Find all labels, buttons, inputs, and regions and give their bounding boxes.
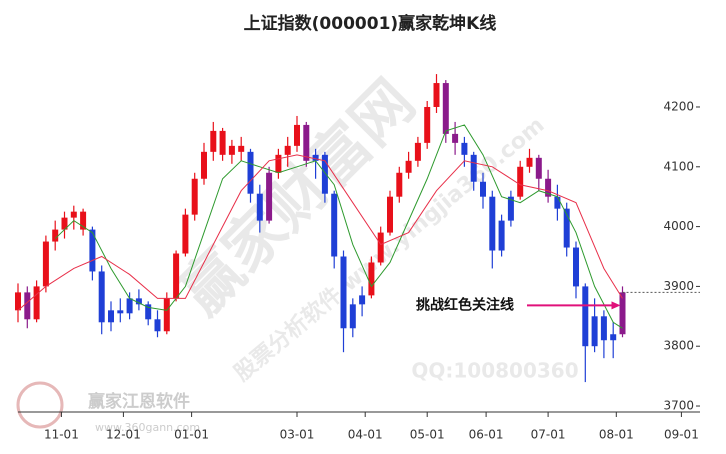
x-tick-label: 09-01 — [664, 428, 699, 442]
candle-body — [331, 193, 338, 257]
x-tick-label: 06-01 — [469, 428, 504, 442]
candle-body — [275, 154, 282, 173]
candle-body — [52, 229, 59, 242]
y-tick-label: 4100 — [663, 159, 694, 173]
candle-body — [554, 196, 561, 209]
candle-body — [126, 298, 133, 314]
candle-body — [117, 310, 124, 314]
x-tick-label: 04-01 — [348, 428, 383, 442]
candle-body — [442, 83, 449, 134]
candle-body — [452, 133, 459, 143]
candle-body — [619, 292, 626, 335]
arrow-head — [611, 301, 621, 310]
candle-body — [368, 262, 375, 296]
watermark: 赢家财富网 股票分析软件 www.yingjia360.com QQ:10080… — [167, 67, 579, 387]
candle-body — [33, 286, 40, 320]
moving-average — [17, 154, 623, 311]
y-tick-label: 3900 — [663, 279, 694, 293]
y-tick-label: 3700 — [663, 399, 694, 413]
candle-body — [303, 124, 310, 161]
candle-body — [24, 292, 31, 320]
candle-body — [461, 142, 468, 155]
candle-body — [563, 208, 570, 248]
candle-body — [154, 319, 161, 332]
x-tick-label: 01-01 — [174, 428, 209, 442]
candle-body — [108, 310, 114, 323]
candle-body — [600, 316, 607, 341]
candle-body — [470, 154, 477, 182]
candle-body — [591, 316, 598, 347]
candle-body — [312, 154, 319, 161]
candle-body — [145, 304, 152, 320]
logo — [16, 381, 64, 429]
x-tick-label: 12-01 — [106, 428, 141, 442]
candle-body — [210, 130, 217, 152]
candle-body — [340, 256, 347, 329]
candle-body — [135, 298, 142, 305]
candle-body — [517, 166, 524, 197]
candle-body — [610, 334, 617, 341]
candle-body — [173, 253, 180, 299]
candle-body — [396, 172, 403, 197]
candle-body — [266, 172, 273, 221]
candle-body — [507, 196, 514, 221]
logo-url: www.360gann.com — [95, 421, 200, 434]
x-tick-label: 05-01 — [410, 428, 445, 442]
candle-body — [359, 295, 366, 305]
candle-body — [182, 214, 189, 254]
candle-body — [163, 298, 170, 332]
x-tick-label: 03-01 — [280, 428, 315, 442]
candle-body — [545, 178, 552, 197]
candle-body — [284, 145, 291, 155]
candle-body — [387, 196, 393, 233]
candle-body — [535, 157, 542, 179]
candle-body — [15, 292, 21, 311]
moving-average — [54, 124, 623, 329]
candle-body — [498, 220, 505, 251]
candle-body — [573, 247, 579, 287]
y-tick-label: 4200 — [663, 99, 694, 113]
y-tick-label: 4000 — [663, 219, 694, 233]
x-tick-label: 11-01 — [44, 428, 79, 442]
candle-body — [489, 196, 496, 251]
candle-body — [228, 145, 235, 155]
annotation: 挑战红色关注线 — [416, 296, 514, 313]
logo-text: 赢家江恩软件 — [88, 391, 190, 412]
candle-body — [321, 154, 328, 194]
candle-body — [42, 241, 49, 287]
watermark-text: QQ:100800360 — [411, 359, 578, 383]
x-tick-label: 08-01 — [599, 428, 634, 442]
candle-body — [433, 83, 440, 107]
candle-body — [526, 157, 533, 167]
candle-body — [294, 124, 300, 146]
candle-body — [191, 178, 198, 215]
candle-body — [582, 286, 589, 347]
candle-body — [238, 145, 245, 152]
candle-body — [89, 229, 96, 272]
candle-body — [80, 211, 87, 230]
candle-body — [256, 193, 263, 221]
x-tick-label: 07-01 — [531, 428, 566, 442]
y-tick-label: 3800 — [663, 339, 694, 353]
candle-body — [349, 304, 356, 329]
candle-body — [61, 217, 68, 230]
candle-body — [98, 271, 105, 323]
candle-body — [480, 181, 486, 197]
candle-body — [201, 151, 207, 179]
candle-body — [377, 232, 384, 263]
candle-body — [219, 130, 226, 155]
candle-body — [247, 151, 254, 194]
candle-body — [424, 106, 431, 143]
chart-title: 上证指数(000001)赢家乾坤K线 — [244, 13, 497, 34]
candle-body — [405, 160, 412, 173]
candle-body — [70, 211, 77, 218]
candle-body — [414, 142, 421, 161]
